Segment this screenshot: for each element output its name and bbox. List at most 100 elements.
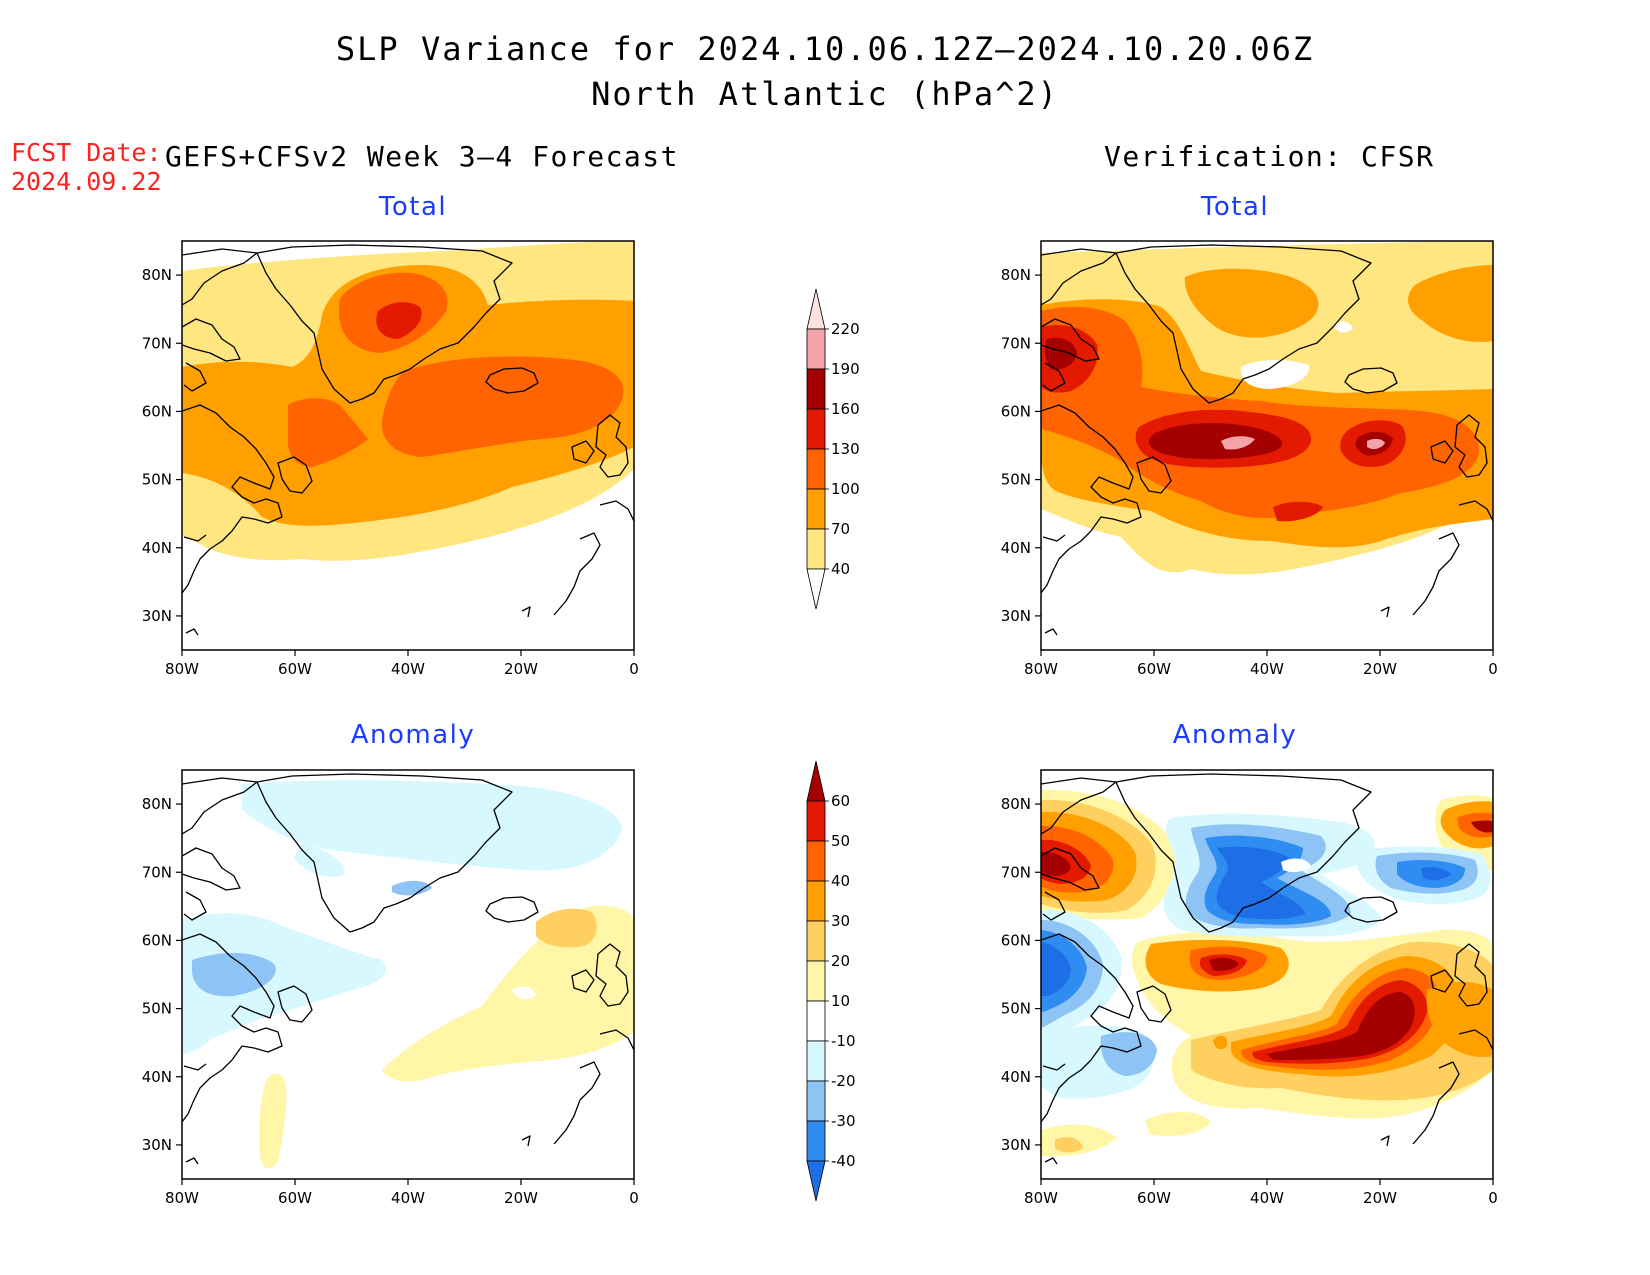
forecast-date-value: 2024.09.22 [11,167,162,196]
lat-tick-label: 40N [142,1068,172,1086]
colorbar-label: 130 [831,440,860,458]
lon-tick-label: 60W [1137,1189,1171,1207]
colorbar-top-arrow [806,288,826,330]
lat-tick-label: 50N [1001,471,1031,489]
panel-title-forecast-total: Total [378,192,448,222]
lon-tick-label: 40W [1250,660,1284,678]
colorbar-label: 70 [831,520,850,538]
lon-tick-label: 0 [629,660,639,678]
colorbar-segment [806,800,826,842]
colorbar-bottom-arrow [806,1160,826,1202]
colorbar-label: -30 [831,1112,856,1130]
lat-tick-label: 80N [1001,266,1031,284]
colorbar-label: 40 [831,872,850,890]
forecast-column-title: GEFS+CFSv2 Week 3–4 Forecast [165,140,680,173]
lon-tick-label: 40W [391,660,425,678]
colorbar-label: 60 [831,792,850,810]
map-forecast-total [181,240,635,651]
colorbar-anomaly: 60 50 40 30 20 10 -10 -20 -30 -40 [806,760,856,1202]
map-forecast-anomaly [181,769,635,1180]
lat-tick-label: 50N [1001,1000,1031,1018]
lat-tick-label: 30N [1001,1136,1031,1154]
axis-layer: 30N 40N 50N 60N 70N 80N 80W 60W 40W 20W 0 30N 40N 50N… [142,266,1498,1207]
lat-tick-label: 30N [142,607,172,625]
lat-tick-label: 40N [142,539,172,557]
lon-tick-label: 0 [629,1189,639,1207]
chart-title: SLP Variance for 2024.10.06.12Z–2024.10.… [335,30,1315,68]
lon-tick-label: 20W [1363,1189,1397,1207]
lon-tick-label: 20W [504,660,538,678]
lat-tick-label: 70N [1001,863,1031,881]
colorbar-label: -20 [831,1072,856,1090]
lat-tick-label: 80N [142,795,172,813]
lat-tick-label: 50N [142,471,172,489]
panel-title-forecast-anomaly: Anomaly [350,720,476,750]
verification-column-title: Verification: CFSR [1104,140,1435,173]
colorbar-segment [806,328,826,370]
lat-tick-label: 40N [1001,539,1031,557]
lon-tick-label: 60W [278,660,312,678]
lat-tick-label: 30N [142,1136,172,1154]
lat-tick-label: 70N [142,863,172,881]
colorbar-segment [806,368,826,410]
lat-tick-label: 60N [1001,931,1031,949]
lon-tick-label: 80W [1024,660,1058,678]
forecast-date: FCST Date: 2024.09.22 [11,138,162,196]
colorbar-segment [806,1120,826,1162]
lat-tick-label: 70N [142,334,172,352]
colorbar-label: 30 [831,912,850,930]
colorbar-label: 50 [831,832,850,850]
colorbar-label: 10 [831,992,850,1010]
colorbar-segment [806,960,826,1002]
lon-tick-label: 80W [165,660,199,678]
colorbar-layer: 220 190 160 130 100 70 40 60 50 40 30 20 10 -10 -20 -30… [806,288,860,1202]
colorbar-segment [806,1000,826,1042]
colorbar-label: 20 [831,952,850,970]
colorbar-label: 100 [831,480,860,498]
map-verification-total [1040,240,1494,651]
lon-tick-label: 80W [165,1189,199,1207]
map-verification-anomaly [1040,769,1494,1180]
panel-title-verification-total: Total [1200,192,1270,222]
lat-tick-label: 80N [142,266,172,284]
lat-tick-label: 30N [1001,607,1031,625]
colorbar-bottom-arrow [806,568,826,610]
lon-tick-label: 60W [1137,660,1171,678]
colorbar-segment [806,880,826,922]
forecast-date-label: FCST Date: [11,138,162,167]
lon-tick-label: 0 [1488,1189,1498,1207]
colorbar-label: 220 [831,320,860,338]
colorbar-label: 160 [831,400,860,418]
colorbar-label: 190 [831,360,860,378]
colorbar-label: 40 [831,560,850,578]
colorbar-segment [806,920,826,962]
colorbar-top-arrow [806,760,826,802]
lat-tick-label: 60N [142,931,172,949]
lon-tick-label: 40W [391,1189,425,1207]
lat-tick-label: 70N [1001,334,1031,352]
lat-tick-label: 60N [142,402,172,420]
lon-tick-label: 0 [1488,660,1498,678]
lon-tick-label: 60W [278,1189,312,1207]
lat-tick-label: 50N [142,1000,172,1018]
chart-subtitle: North Atlantic (hPa^2) [591,75,1059,113]
colorbar-segment [806,488,826,530]
lon-tick-label: 20W [1363,660,1397,678]
colorbar-segment [806,1040,826,1082]
panel-title-verification-anomaly: Anomaly [1172,720,1298,750]
lat-tick-label: 60N [1001,402,1031,420]
colorbar-segment [806,1080,826,1122]
colorbar-label: -40 [831,1152,856,1170]
lat-tick-label: 80N [1001,795,1031,813]
colorbar-segment [806,408,826,450]
lon-tick-label: 20W [504,1189,538,1207]
colorbar-label: -10 [831,1032,856,1050]
lat-tick-label: 40N [1001,1068,1031,1086]
colorbar-total: 220 190 160 130 100 70 40 [806,288,860,610]
colorbar-segment [806,528,826,570]
colorbar-segment [806,840,826,882]
colorbar-segment [806,448,826,490]
lon-tick-label: 40W [1250,1189,1284,1207]
lon-tick-label: 80W [1024,1189,1058,1207]
